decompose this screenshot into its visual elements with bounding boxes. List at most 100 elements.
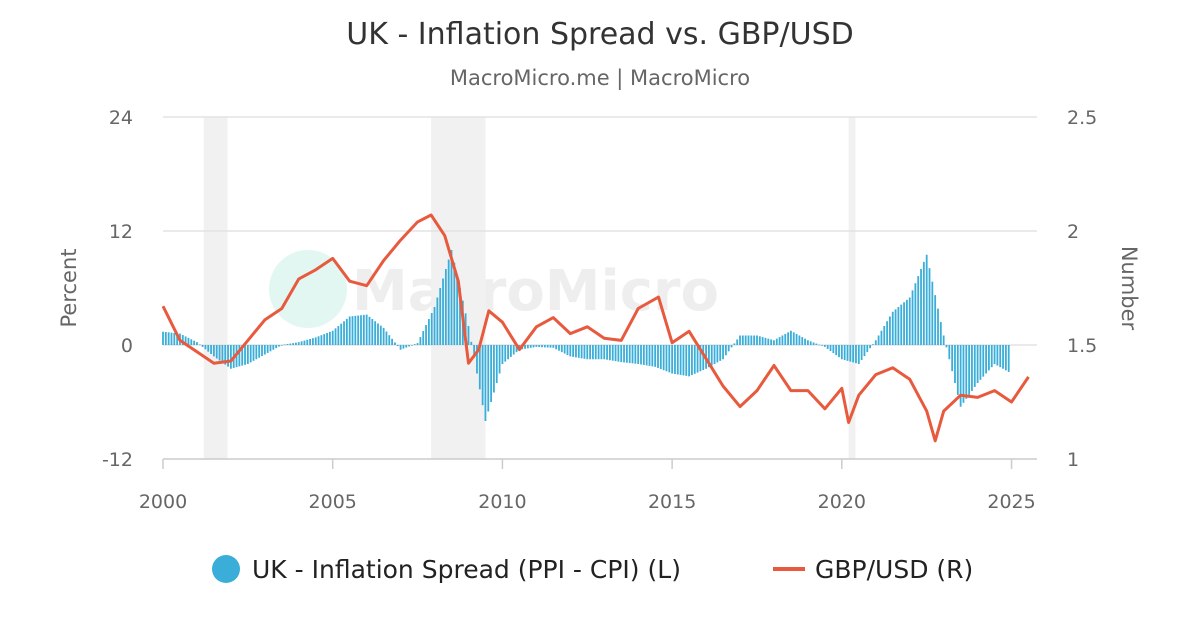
spread-bar [546, 345, 549, 348]
spread-bar [722, 345, 724, 360]
spread-bar [818, 344, 821, 346]
spread-bar [493, 345, 495, 393]
spread-bar [436, 297, 439, 345]
spread-bar [323, 334, 326, 345]
spread-bar [402, 345, 405, 349]
spread-bar [532, 345, 535, 348]
left-tick-label: 24 [109, 107, 133, 129]
spread-bar [300, 341, 303, 345]
spread-bar [201, 345, 204, 347]
spread-bar [872, 344, 874, 345]
spread-bar [999, 345, 1002, 368]
spread-bar [447, 259, 450, 345]
spread-bar [328, 331, 331, 345]
spread-bar [385, 331, 388, 345]
watermark-logo-icon [269, 250, 347, 328]
spread-bar [343, 321, 345, 345]
x-tick-label: 2005 [309, 491, 357, 513]
spread-bar [696, 345, 699, 373]
right-tick-label: 2 [1067, 221, 1079, 243]
spread-bar [985, 345, 987, 374]
spread-bar [716, 345, 719, 363]
spread-bar [611, 345, 614, 361]
spread-bar [229, 345, 232, 369]
spread-bar [758, 336, 761, 345]
legend-item-gbpusd[interactable]: GBP/USD (R) [773, 555, 973, 584]
spread-bars [162, 250, 1010, 421]
spread-bar [792, 332, 795, 345]
spread-bar [894, 309, 897, 345]
spread-bar [914, 283, 917, 345]
spread-bar [507, 345, 509, 360]
spread-bar [365, 314, 368, 345]
legend-item-spread[interactable]: UK - Inflation Spread (PPI - CPI) (L) [212, 555, 681, 584]
x-tick-label: 2000 [139, 491, 187, 513]
spread-bar [196, 342, 198, 345]
spread-bar [954, 345, 956, 383]
spread-bar [996, 345, 999, 366]
spread-bar [815, 343, 818, 345]
spread-bar [959, 345, 962, 407]
spread-bar [227, 345, 229, 367]
spread-bar [164, 332, 167, 345]
spread-bar [883, 326, 886, 345]
spread-bar [399, 345, 402, 350]
spread-bar [702, 345, 705, 371]
spread-bar [821, 345, 823, 346]
spread-bar [543, 345, 546, 348]
spread-bar [371, 319, 374, 345]
spread-bar [413, 344, 416, 345]
spread-bar [572, 345, 575, 357]
spread-bar [377, 323, 379, 345]
spread-bar [549, 345, 552, 348]
spread-bar [753, 335, 756, 345]
spread-bar [340, 323, 343, 345]
spread-bar [775, 338, 778, 345]
spread-bar [258, 345, 261, 358]
recession-band-2 [848, 117, 856, 459]
spread-bar [535, 345, 538, 347]
spread-bar [846, 345, 849, 361]
spread-bar [781, 335, 784, 345]
spread-bar [764, 337, 767, 345]
spread-bar [334, 328, 337, 345]
spread-bar [968, 345, 971, 395]
right-tick-label: 2.5 [1067, 107, 1097, 129]
spread-bar [724, 345, 727, 356]
spread-bar [922, 261, 925, 345]
spread-bar [795, 333, 798, 345]
spread-bar [224, 345, 227, 365]
spread-bar [215, 345, 218, 359]
spread-bar [905, 299, 908, 345]
spread-bar [730, 345, 733, 348]
spread-bar [874, 340, 877, 345]
spread-bar [634, 345, 637, 364]
spread-bar [880, 330, 883, 345]
spread-bar [213, 345, 215, 357]
spread-bar [920, 269, 922, 345]
spread-bar [470, 341, 473, 345]
spread-bar [354, 315, 357, 345]
spread-bar [733, 343, 736, 345]
spread-bar [283, 344, 286, 346]
spread-bar [280, 345, 283, 346]
spread-bar [263, 345, 266, 355]
spread-bar [891, 311, 894, 345]
spread-bar [849, 345, 852, 362]
spread-bar [645, 345, 648, 366]
spread-bar [269, 345, 272, 352]
spread-bar [903, 302, 905, 345]
spread-bar [685, 345, 688, 376]
spread-bar [739, 335, 741, 345]
spread-bar [699, 345, 702, 372]
spread-bar [246, 345, 249, 364]
spread-bar [962, 345, 965, 403]
spread-bar [204, 345, 207, 350]
spread-bar [345, 318, 348, 345]
spread-bar [187, 337, 190, 345]
spread-bar [249, 345, 252, 363]
spread-bar [261, 345, 263, 357]
spread-bar [360, 315, 362, 345]
